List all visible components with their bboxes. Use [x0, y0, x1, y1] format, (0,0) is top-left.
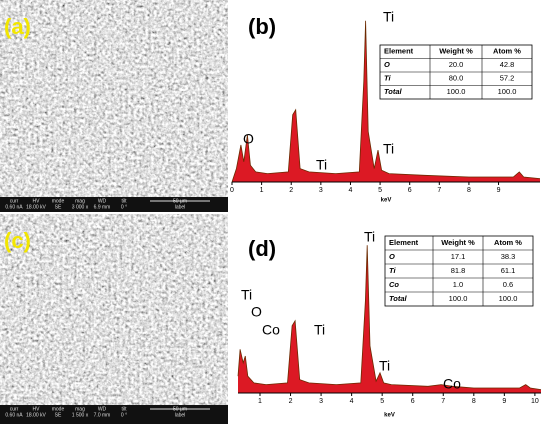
scale-text: 50 μm [173, 198, 187, 204]
table-cell: Ti [389, 266, 396, 275]
info-header: curr [10, 406, 19, 412]
sem-image [0, 0, 228, 197]
info-header: WD [98, 406, 107, 412]
info-value: 7.0 mm [94, 412, 111, 418]
peak-label: Ti [383, 9, 394, 25]
panel-label: (a) [4, 14, 31, 39]
x-tick-label: 5 [380, 398, 384, 405]
info-value: SE [55, 204, 62, 210]
x-tick-label: 2 [289, 187, 293, 194]
spectrum-line [237, 245, 542, 390]
info-value: 3 000 x [72, 204, 89, 210]
table-cell: 81.8 [451, 266, 466, 275]
spectrum-line [231, 20, 541, 183]
table-header: Atom % [493, 47, 521, 56]
peak-label: Ti [379, 358, 390, 374]
x-tick-label: 5 [378, 187, 382, 194]
table-cell: 20.0 [449, 60, 464, 69]
info-header: HV [33, 406, 41, 412]
peak-label: O [243, 131, 254, 147]
sem-image [0, 214, 228, 405]
peak-label: Ti [241, 287, 252, 303]
x-tick-label: 9 [497, 187, 501, 194]
table-cell: 57.2 [500, 74, 515, 83]
table-box [384, 235, 534, 307]
info-header: WD [98, 198, 107, 204]
peak-label: Co [262, 322, 280, 338]
info-value: SE [55, 412, 62, 418]
table-cell: 61.1 [501, 266, 516, 275]
info-value: 18.00 kV [26, 412, 46, 418]
scale-text: 50 μm [173, 406, 187, 412]
table-cell: 1.0 [453, 280, 463, 289]
table-cell: Co [389, 280, 399, 289]
table-cell: O [389, 252, 395, 261]
x-tick-label: 8 [467, 187, 471, 194]
x-tick-label: 4 [349, 187, 353, 194]
x-tick-label: 7 [437, 187, 441, 194]
peak-label: Ti [316, 157, 327, 173]
peak-label: Ti [364, 229, 375, 245]
table-cell: 0.6 [503, 280, 513, 289]
info-header: mode [52, 198, 65, 204]
info-header: mode [52, 406, 65, 412]
info-header: curr [10, 198, 19, 204]
info-header: HV [33, 198, 41, 204]
table-cell: 38.3 [501, 252, 516, 261]
x-tick-label: 1 [258, 398, 262, 405]
table-header: Element [384, 47, 414, 56]
table-header: Element [389, 238, 419, 247]
table-cell: 17.1 [451, 252, 466, 261]
info-value: 0 ° [121, 412, 127, 418]
info-header: mag [75, 198, 85, 204]
x-tick-label: 7 [441, 398, 445, 405]
x-tick-label: 8 [472, 398, 476, 405]
table-cell: 100.0 [499, 294, 518, 303]
x-tick-label: 3 [319, 187, 323, 194]
table-header: Weight % [439, 47, 473, 56]
table-cell: 42.8 [500, 60, 515, 69]
x-tick-label: 1 [260, 187, 264, 194]
x-axis-label: keV [381, 198, 392, 204]
info-value: 0.60 nA [5, 412, 23, 418]
x-tick-label: 10 [531, 398, 539, 405]
table-cell: Total [389, 294, 408, 303]
panel-label: (c) [4, 228, 31, 253]
x-tick-label: 3 [319, 398, 323, 405]
info-header: mag [75, 406, 85, 412]
info-value: 0 ° [121, 204, 127, 210]
peak-label: Ti [314, 322, 325, 338]
x-tick-label: 9 [502, 398, 506, 405]
info-value: 0.60 nA [5, 204, 23, 210]
info-bar [0, 405, 228, 424]
info-header: tilt [122, 198, 128, 204]
table-cell: 100.0 [447, 87, 466, 96]
table-cell: 100.0 [449, 294, 468, 303]
x-tick-label: 2 [289, 398, 293, 405]
x-tick-label: 6 [408, 187, 412, 194]
scale-label: label [175, 412, 186, 418]
table-cell: 100.0 [498, 87, 517, 96]
peak-label: O [251, 304, 262, 320]
info-header: tilt [122, 406, 128, 412]
table-cell: Ti [384, 74, 391, 83]
table-header: Atom % [494, 238, 522, 247]
panel-label: (b) [248, 14, 276, 39]
peak-label: Co [443, 376, 461, 392]
info-value: 1 500 x [72, 412, 89, 418]
x-axis-label: keV [384, 413, 395, 419]
scale-label: label [175, 204, 186, 210]
table-cell: O [384, 60, 390, 69]
x-tick-label: 0 [230, 187, 234, 194]
info-value: 6.9 mm [94, 204, 111, 210]
peak-label: Ti [383, 141, 394, 157]
table-cell: Total [384, 87, 403, 96]
panel-label: (d) [248, 236, 276, 261]
table-header: Weight % [441, 238, 475, 247]
x-tick-label: 4 [350, 398, 354, 405]
table-cell: 80.0 [449, 74, 464, 83]
x-tick-label: 6 [411, 398, 415, 405]
info-value: 18.00 kV [26, 204, 46, 210]
